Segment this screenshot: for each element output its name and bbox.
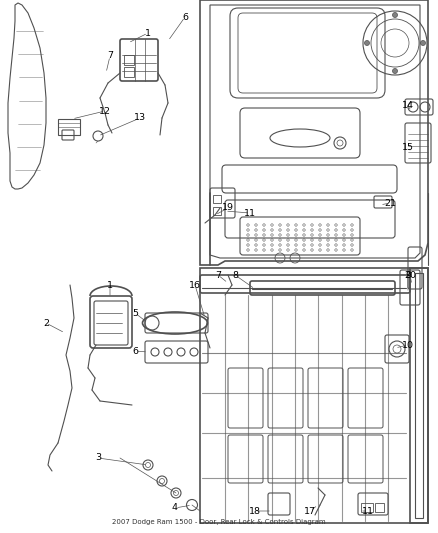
Circle shape — [364, 41, 370, 45]
Circle shape — [392, 12, 398, 18]
Bar — [410, 268, 428, 523]
Text: 1: 1 — [145, 28, 151, 37]
Text: 2: 2 — [43, 319, 49, 327]
Text: 21: 21 — [384, 198, 396, 207]
Bar — [415, 273, 423, 518]
Text: 7: 7 — [215, 271, 221, 279]
Text: 14: 14 — [402, 101, 414, 109]
Text: 11: 11 — [362, 506, 374, 515]
Text: 17: 17 — [304, 506, 316, 515]
Text: 11: 11 — [244, 208, 256, 217]
Bar — [213, 207, 221, 215]
Text: 4: 4 — [172, 504, 178, 513]
Bar — [124, 55, 134, 65]
Bar — [375, 503, 384, 512]
Text: 20: 20 — [404, 271, 416, 279]
Text: 10: 10 — [402, 341, 414, 350]
Bar — [213, 195, 221, 203]
Text: 2007 Dodge Ram 1500 - Door, Rear Lock & Controls Diagram: 2007 Dodge Ram 1500 - Door, Rear Lock & … — [112, 519, 326, 525]
Text: 9: 9 — [405, 271, 411, 279]
Text: 1: 1 — [107, 280, 113, 289]
Bar — [124, 67, 134, 77]
Text: 16: 16 — [189, 280, 201, 289]
Bar — [361, 503, 373, 512]
Text: 13: 13 — [134, 114, 146, 123]
Circle shape — [420, 41, 425, 45]
Text: 6: 6 — [182, 12, 188, 21]
Text: 5: 5 — [132, 309, 138, 318]
Text: 6: 6 — [132, 346, 138, 356]
Text: 19: 19 — [222, 204, 234, 213]
Text: 18: 18 — [249, 506, 261, 515]
Bar — [58, 119, 80, 135]
Text: 8: 8 — [232, 271, 238, 279]
Text: 15: 15 — [402, 142, 414, 151]
Text: 7: 7 — [107, 52, 113, 61]
Text: 3: 3 — [95, 454, 101, 463]
Text: 12: 12 — [99, 107, 111, 116]
Circle shape — [392, 69, 398, 74]
